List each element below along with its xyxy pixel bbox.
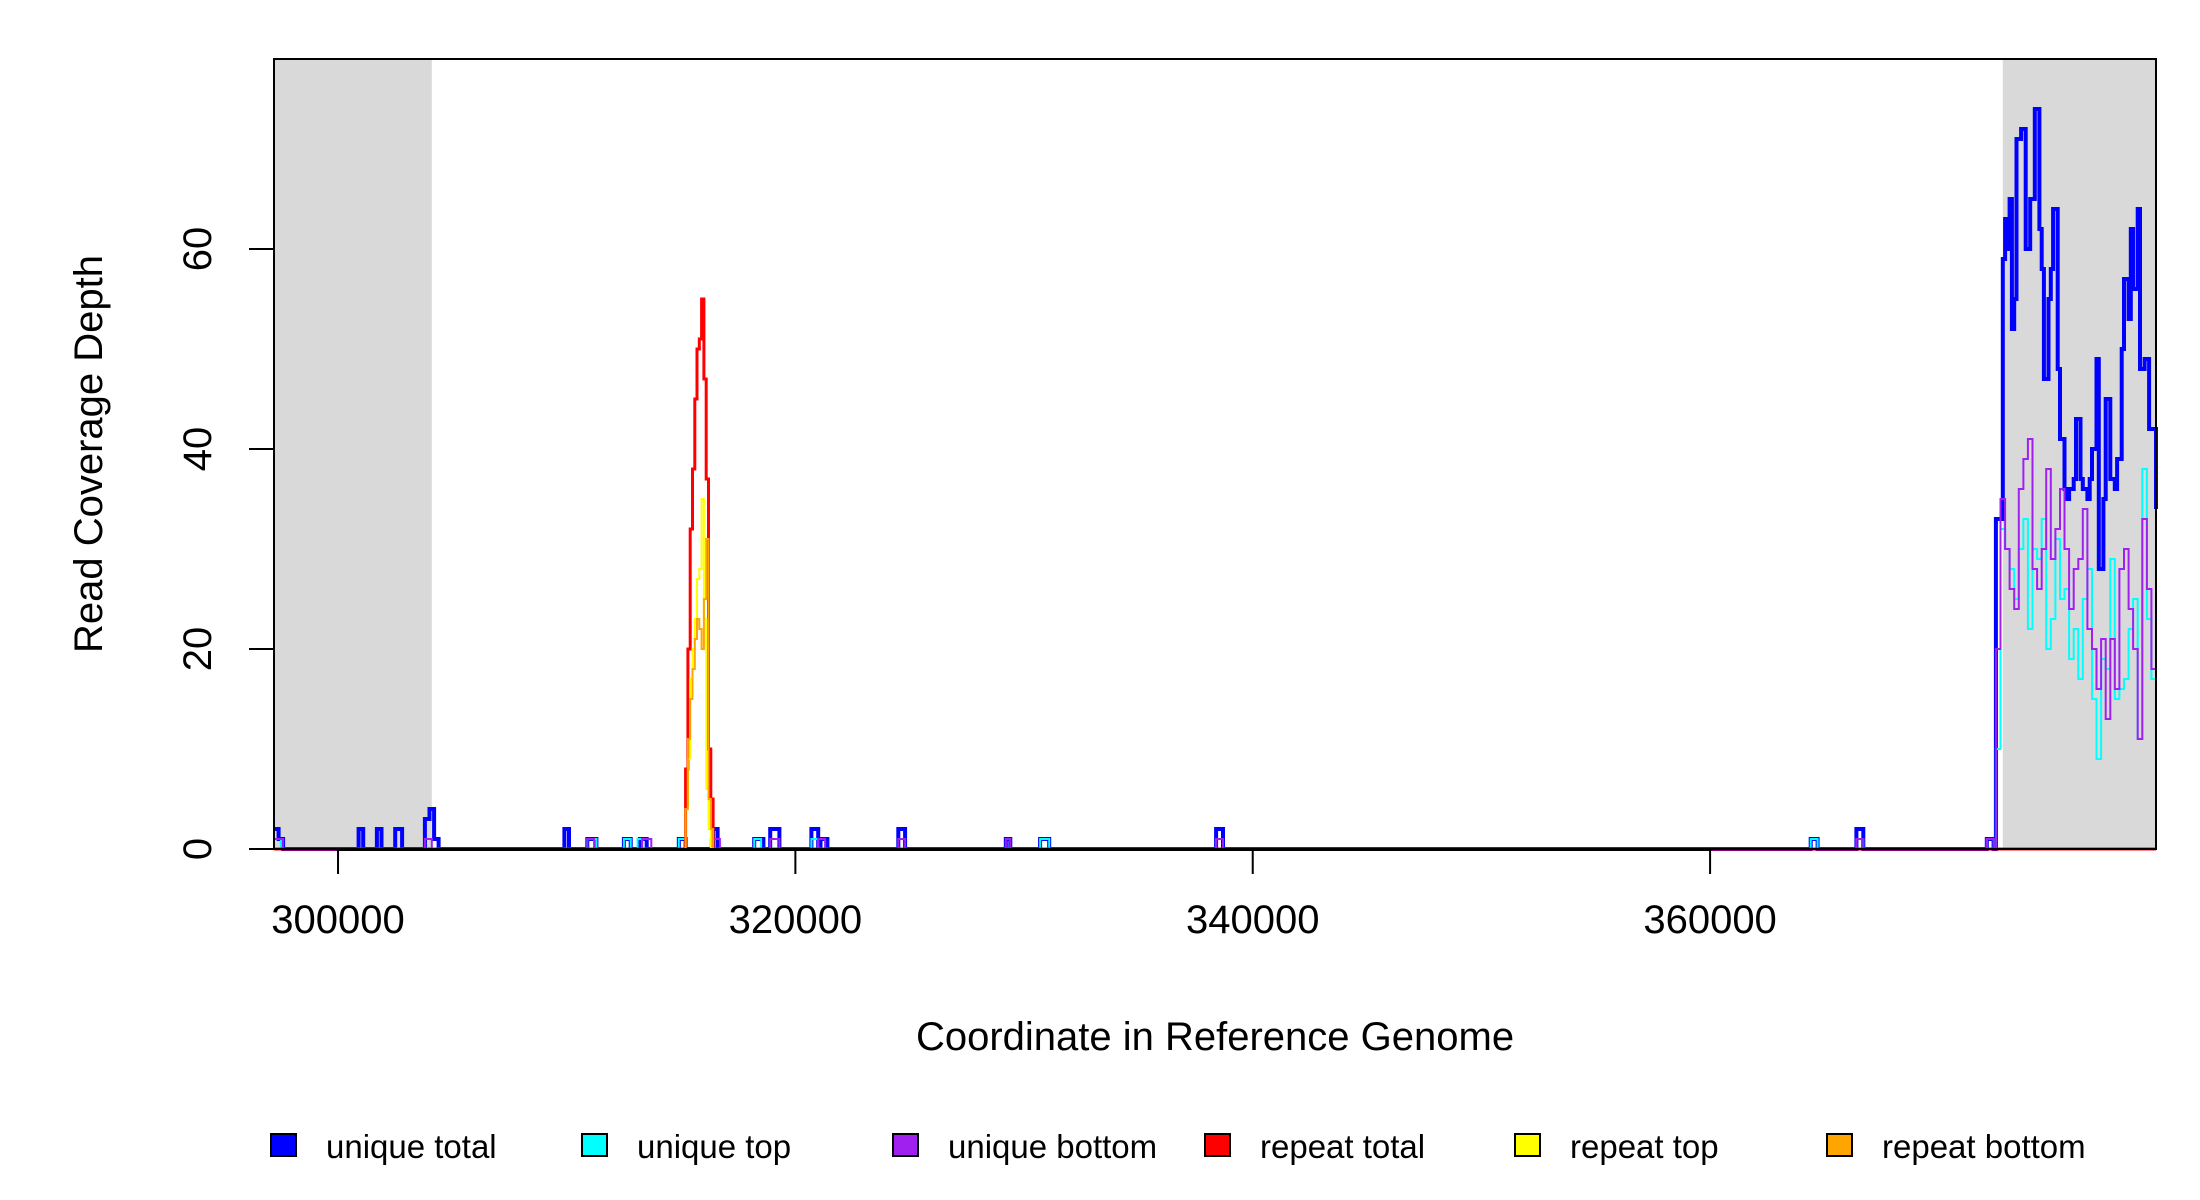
legend-label: repeat top	[1570, 1128, 1719, 1165]
legend-label: unique bottom	[948, 1128, 1157, 1165]
x-tick-label: 360000	[1643, 898, 1776, 942]
series-unique-top	[274, 468, 2157, 850]
series-unique-total	[274, 107, 2158, 851]
series-repeat-total	[274, 297, 2156, 851]
x-tick-label: 300000	[271, 898, 404, 942]
plot-frame	[273, 58, 2157, 850]
legend-label: unique top	[637, 1128, 791, 1165]
series-unique-bottom	[274, 438, 2157, 850]
y-axis-label: Read Coverage Depth	[67, 255, 111, 653]
x-axis-label: Coordinate in Reference Genome	[916, 1015, 1514, 1059]
shaded-region-1	[274, 59, 432, 849]
legend-swatch	[1204, 1133, 1231, 1157]
legend-label: repeat total	[1260, 1128, 1425, 1165]
legend-label: unique total	[326, 1128, 497, 1165]
series-repeat-top	[274, 498, 2156, 850]
legend-item-repeat-top: repeat top	[1514, 1128, 1719, 1165]
legend-swatch	[1826, 1133, 1853, 1157]
x-axis: 300000 320000 340000 360000	[271, 848, 1777, 942]
y-tick-label: 0	[176, 838, 220, 860]
x-tick-label: 340000	[1186, 898, 1319, 942]
legend-item-repeat-total: repeat total	[1204, 1128, 1425, 1165]
legend-swatch	[1514, 1133, 1541, 1157]
y-tick-label: 60	[176, 227, 220, 272]
y-tick-label: 20	[176, 627, 220, 672]
legend-item-unique-top: unique top	[581, 1128, 791, 1165]
y-tick-label: 40	[176, 427, 220, 472]
y-axis: 0 20 40 60	[176, 227, 275, 860]
legend-swatch	[270, 1133, 297, 1157]
legend-item-unique-total: unique total	[270, 1128, 497, 1165]
series-repeat-bottom	[274, 538, 2156, 850]
series-lines	[274, 107, 2158, 851]
legend: unique total unique top unique bottom repea…	[270, 1128, 2086, 1165]
shaded-regions	[274, 59, 2156, 849]
legend-item-unique-bottom: unique bottom	[892, 1128, 1157, 1165]
legend-label: repeat bottom	[1882, 1128, 2086, 1165]
legend-swatch	[581, 1133, 608, 1157]
x-tick-label: 320000	[729, 898, 862, 942]
legend-item-repeat-bottom: repeat bottom	[1826, 1128, 2086, 1165]
legend-swatch	[892, 1133, 919, 1157]
